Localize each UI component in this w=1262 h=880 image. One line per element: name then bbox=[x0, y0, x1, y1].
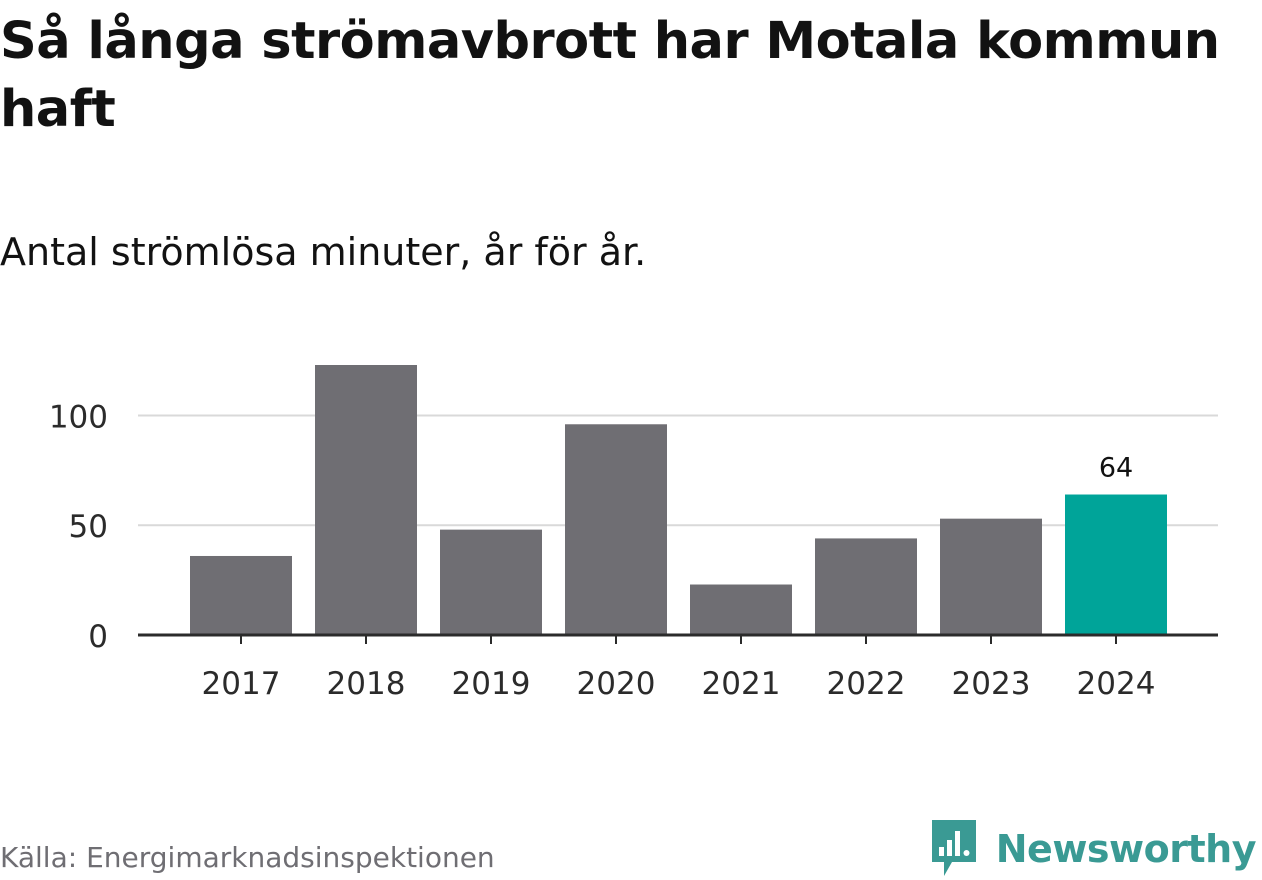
axes bbox=[138, 633, 1218, 644]
bar-2023 bbox=[940, 518, 1042, 635]
x-tick-label: 2022 bbox=[827, 666, 906, 702]
bar-2019 bbox=[440, 529, 542, 635]
bar-2018 bbox=[315, 365, 417, 635]
chart-title: Så långa strömavbrott har Motala kommun … bbox=[0, 12, 1220, 139]
chart-subtitle: Antal strömlösa minuter, år för år. bbox=[0, 230, 647, 274]
bar-chart: 0 50 100 2017 2018 2019 2020 2021 2022 2023 2024 64 bbox=[49, 365, 1218, 702]
x-tick-label: 2024 bbox=[1077, 666, 1156, 702]
x-tick-label: 2018 bbox=[327, 666, 406, 702]
x-tick-label: 2023 bbox=[952, 666, 1031, 702]
bar-2024 bbox=[1065, 494, 1167, 635]
source-note: Källa: Energimarknadsinspektionen bbox=[0, 841, 495, 874]
grid-lines bbox=[138, 414, 1218, 527]
x-tick-label: 2017 bbox=[202, 666, 281, 702]
bar-2017 bbox=[190, 555, 292, 635]
bar-2020 bbox=[565, 424, 667, 635]
x-tick-label: 2021 bbox=[702, 666, 781, 702]
x-tick-label: 2019 bbox=[452, 666, 531, 702]
bar-2021 bbox=[690, 584, 792, 635]
x-tick-label: 2020 bbox=[577, 666, 656, 702]
labels: 0 50 100 2017 2018 2019 2020 2021 2022 2023 2024 64 bbox=[49, 399, 1156, 702]
data-label: 64 bbox=[1099, 453, 1133, 484]
newsworthy-logo-icon bbox=[931, 820, 976, 876]
y-tick-label: 0 bbox=[88, 619, 108, 655]
y-tick-label: 50 bbox=[69, 509, 108, 545]
brand-name: Newsworthy bbox=[995, 827, 1257, 871]
y-tick-label: 100 bbox=[49, 399, 108, 435]
brand-logo: Newsworthy bbox=[930, 818, 1257, 880]
bars bbox=[190, 365, 1167, 635]
bar-2022 bbox=[815, 538, 917, 635]
